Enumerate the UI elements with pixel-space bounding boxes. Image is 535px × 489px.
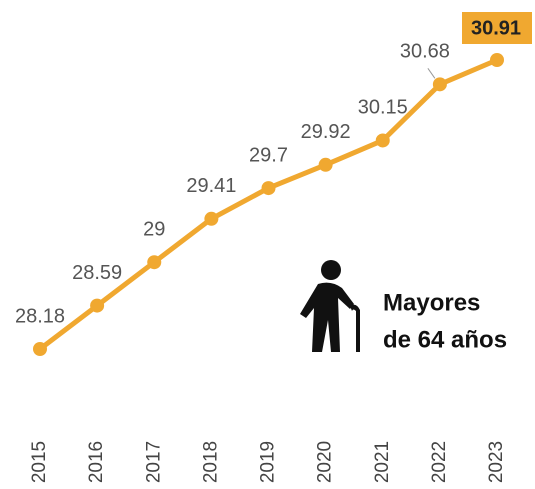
annotation: Mayores <box>383 289 480 316</box>
data-label: 28.18 <box>15 305 65 327</box>
data-label: 29.92 <box>301 121 351 143</box>
highlight-box <box>462 12 532 44</box>
x-tick-label: 2020 <box>315 441 336 483</box>
annotation: de 64 años <box>383 326 507 353</box>
point <box>432 77 447 92</box>
x-tick-label: 2015 <box>29 441 50 483</box>
x-tick-label: 2018 <box>200 441 221 483</box>
point <box>375 133 390 148</box>
data-label: 29.41 <box>186 175 236 197</box>
data-label: 29 <box>143 218 165 240</box>
point <box>90 298 105 313</box>
x-tick-label: 2022 <box>429 441 450 483</box>
data-label: 30.91 <box>471 17 521 39</box>
data-label: 29.7 <box>249 144 288 166</box>
x-tick-label: 2021 <box>372 441 393 483</box>
point <box>204 211 219 226</box>
point <box>490 53 504 67</box>
x-tick-label: 2019 <box>258 441 279 483</box>
leader-line <box>427 68 436 79</box>
data-label: 30.15 <box>358 97 408 119</box>
point <box>318 157 333 172</box>
x-tick-label: 2016 <box>86 441 107 483</box>
elderly-icon <box>300 260 360 352</box>
x-tick-label: 2017 <box>143 441 164 483</box>
point <box>33 342 47 356</box>
data-label: 30.68 <box>400 41 450 63</box>
data-label: 28.59 <box>72 262 122 284</box>
point <box>261 181 276 196</box>
point <box>147 255 162 270</box>
x-tick-label: 2023 <box>486 441 507 483</box>
